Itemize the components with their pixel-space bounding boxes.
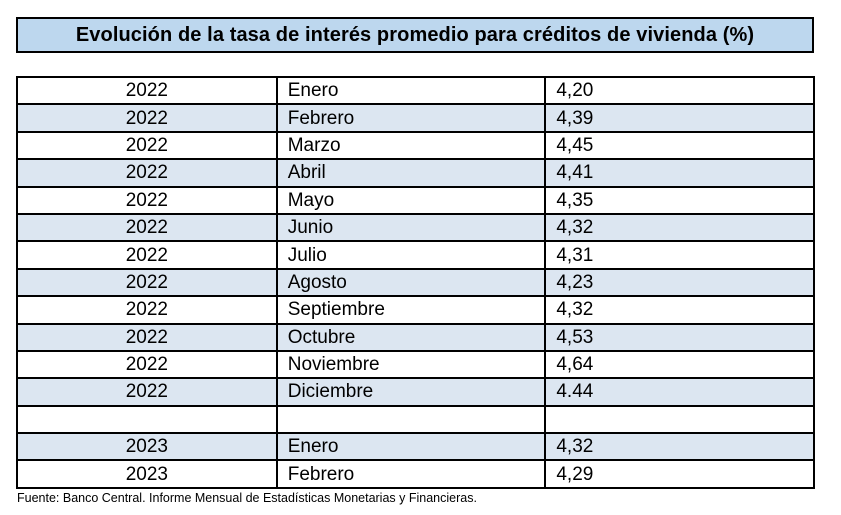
value-cell: 4,32 bbox=[544, 432, 815, 462]
year-cell: 2022 bbox=[16, 103, 278, 133]
month-cell: Octubre bbox=[275, 322, 547, 352]
month-cell: Febrero bbox=[275, 459, 547, 489]
value-cell: 4,35 bbox=[544, 185, 815, 215]
year-cell: 2022 bbox=[16, 267, 278, 298]
page-title: Evolución de la tasa de interés promedio… bbox=[16, 17, 814, 53]
year-cell: 2022 bbox=[16, 295, 278, 325]
value-cell bbox=[544, 404, 815, 435]
year-cell: 2022 bbox=[16, 130, 278, 161]
year-cell: 2022 bbox=[16, 212, 278, 243]
table-row: 2023 Febrero 4,29 bbox=[16, 459, 815, 489]
table-row: 2022 Septiembre 4,32 bbox=[16, 295, 815, 325]
value-cell: 4,20 bbox=[544, 75, 815, 106]
year-cell: 2022 bbox=[16, 75, 278, 106]
source-note: Fuente: Banco Central. Informe Mensual d… bbox=[17, 491, 477, 505]
month-cell bbox=[275, 404, 547, 435]
table-body: 2022 Enero 4,20 2022 Febrero 4,39 2022 Marzo 4,4… bbox=[16, 75, 815, 489]
month-cell: Agosto bbox=[275, 267, 547, 298]
value-cell: 4,29 bbox=[544, 459, 815, 489]
value-cell: 4.44 bbox=[544, 377, 815, 407]
year-cell: 2022 bbox=[16, 185, 278, 215]
year-cell: 2022 bbox=[16, 240, 278, 270]
table-row: 2022 Junio 4,32 bbox=[16, 212, 815, 243]
year-cell bbox=[16, 404, 278, 435]
table-row: 2022 Julio 4,31 bbox=[16, 240, 815, 270]
year-cell: 2023 bbox=[16, 432, 278, 462]
table-row: 2022 Mayo 4,35 bbox=[16, 185, 815, 215]
year-cell: 2022 bbox=[16, 377, 278, 407]
value-cell: 4,31 bbox=[544, 240, 815, 270]
value-cell: 4,32 bbox=[544, 212, 815, 243]
year-cell: 2022 bbox=[16, 322, 278, 352]
value-cell: 4,41 bbox=[544, 158, 815, 188]
table-row: 2022 Diciembre 4.44 bbox=[16, 377, 815, 407]
table-row: 2022 Noviembre 4,64 bbox=[16, 349, 815, 380]
month-cell: Enero bbox=[275, 75, 547, 106]
table-row-empty bbox=[16, 404, 815, 435]
value-cell: 4,64 bbox=[544, 349, 815, 380]
month-cell: Enero bbox=[275, 432, 547, 462]
value-cell: 4,45 bbox=[544, 130, 815, 161]
table-row: 2022 Marzo 4,45 bbox=[16, 130, 815, 161]
table-row: 2023 Enero 4,32 bbox=[16, 432, 815, 462]
value-cell: 4,39 bbox=[544, 103, 815, 133]
month-cell: Junio bbox=[275, 212, 547, 243]
table-row: 2022 Octubre 4,53 bbox=[16, 322, 815, 352]
month-cell: Septiembre bbox=[275, 295, 547, 325]
value-cell: 4,23 bbox=[544, 267, 815, 298]
value-cell: 4,53 bbox=[544, 322, 815, 352]
table-row: 2022 Abril 4,41 bbox=[16, 158, 815, 188]
month-cell: Febrero bbox=[275, 103, 547, 133]
table-row: 2022 Enero 4,20 bbox=[16, 75, 815, 106]
month-cell: Marzo bbox=[275, 130, 547, 161]
year-cell: 2022 bbox=[16, 158, 278, 188]
year-cell: 2022 bbox=[16, 349, 278, 380]
year-cell: 2023 bbox=[16, 459, 278, 489]
month-cell: Diciembre bbox=[275, 377, 547, 407]
month-cell: Mayo bbox=[275, 185, 547, 215]
table-row: 2022 Agosto 4,23 bbox=[16, 267, 815, 298]
month-cell: Noviembre bbox=[275, 349, 547, 380]
month-cell: Julio bbox=[275, 240, 547, 270]
interest-rate-table: 2022 Enero 4,20 2022 Febrero 4,39 2022 Marzo 4,4… bbox=[16, 75, 815, 489]
table-row: 2022 Febrero 4,39 bbox=[16, 103, 815, 133]
value-cell: 4,32 bbox=[544, 295, 815, 325]
month-cell: Abril bbox=[275, 158, 547, 188]
